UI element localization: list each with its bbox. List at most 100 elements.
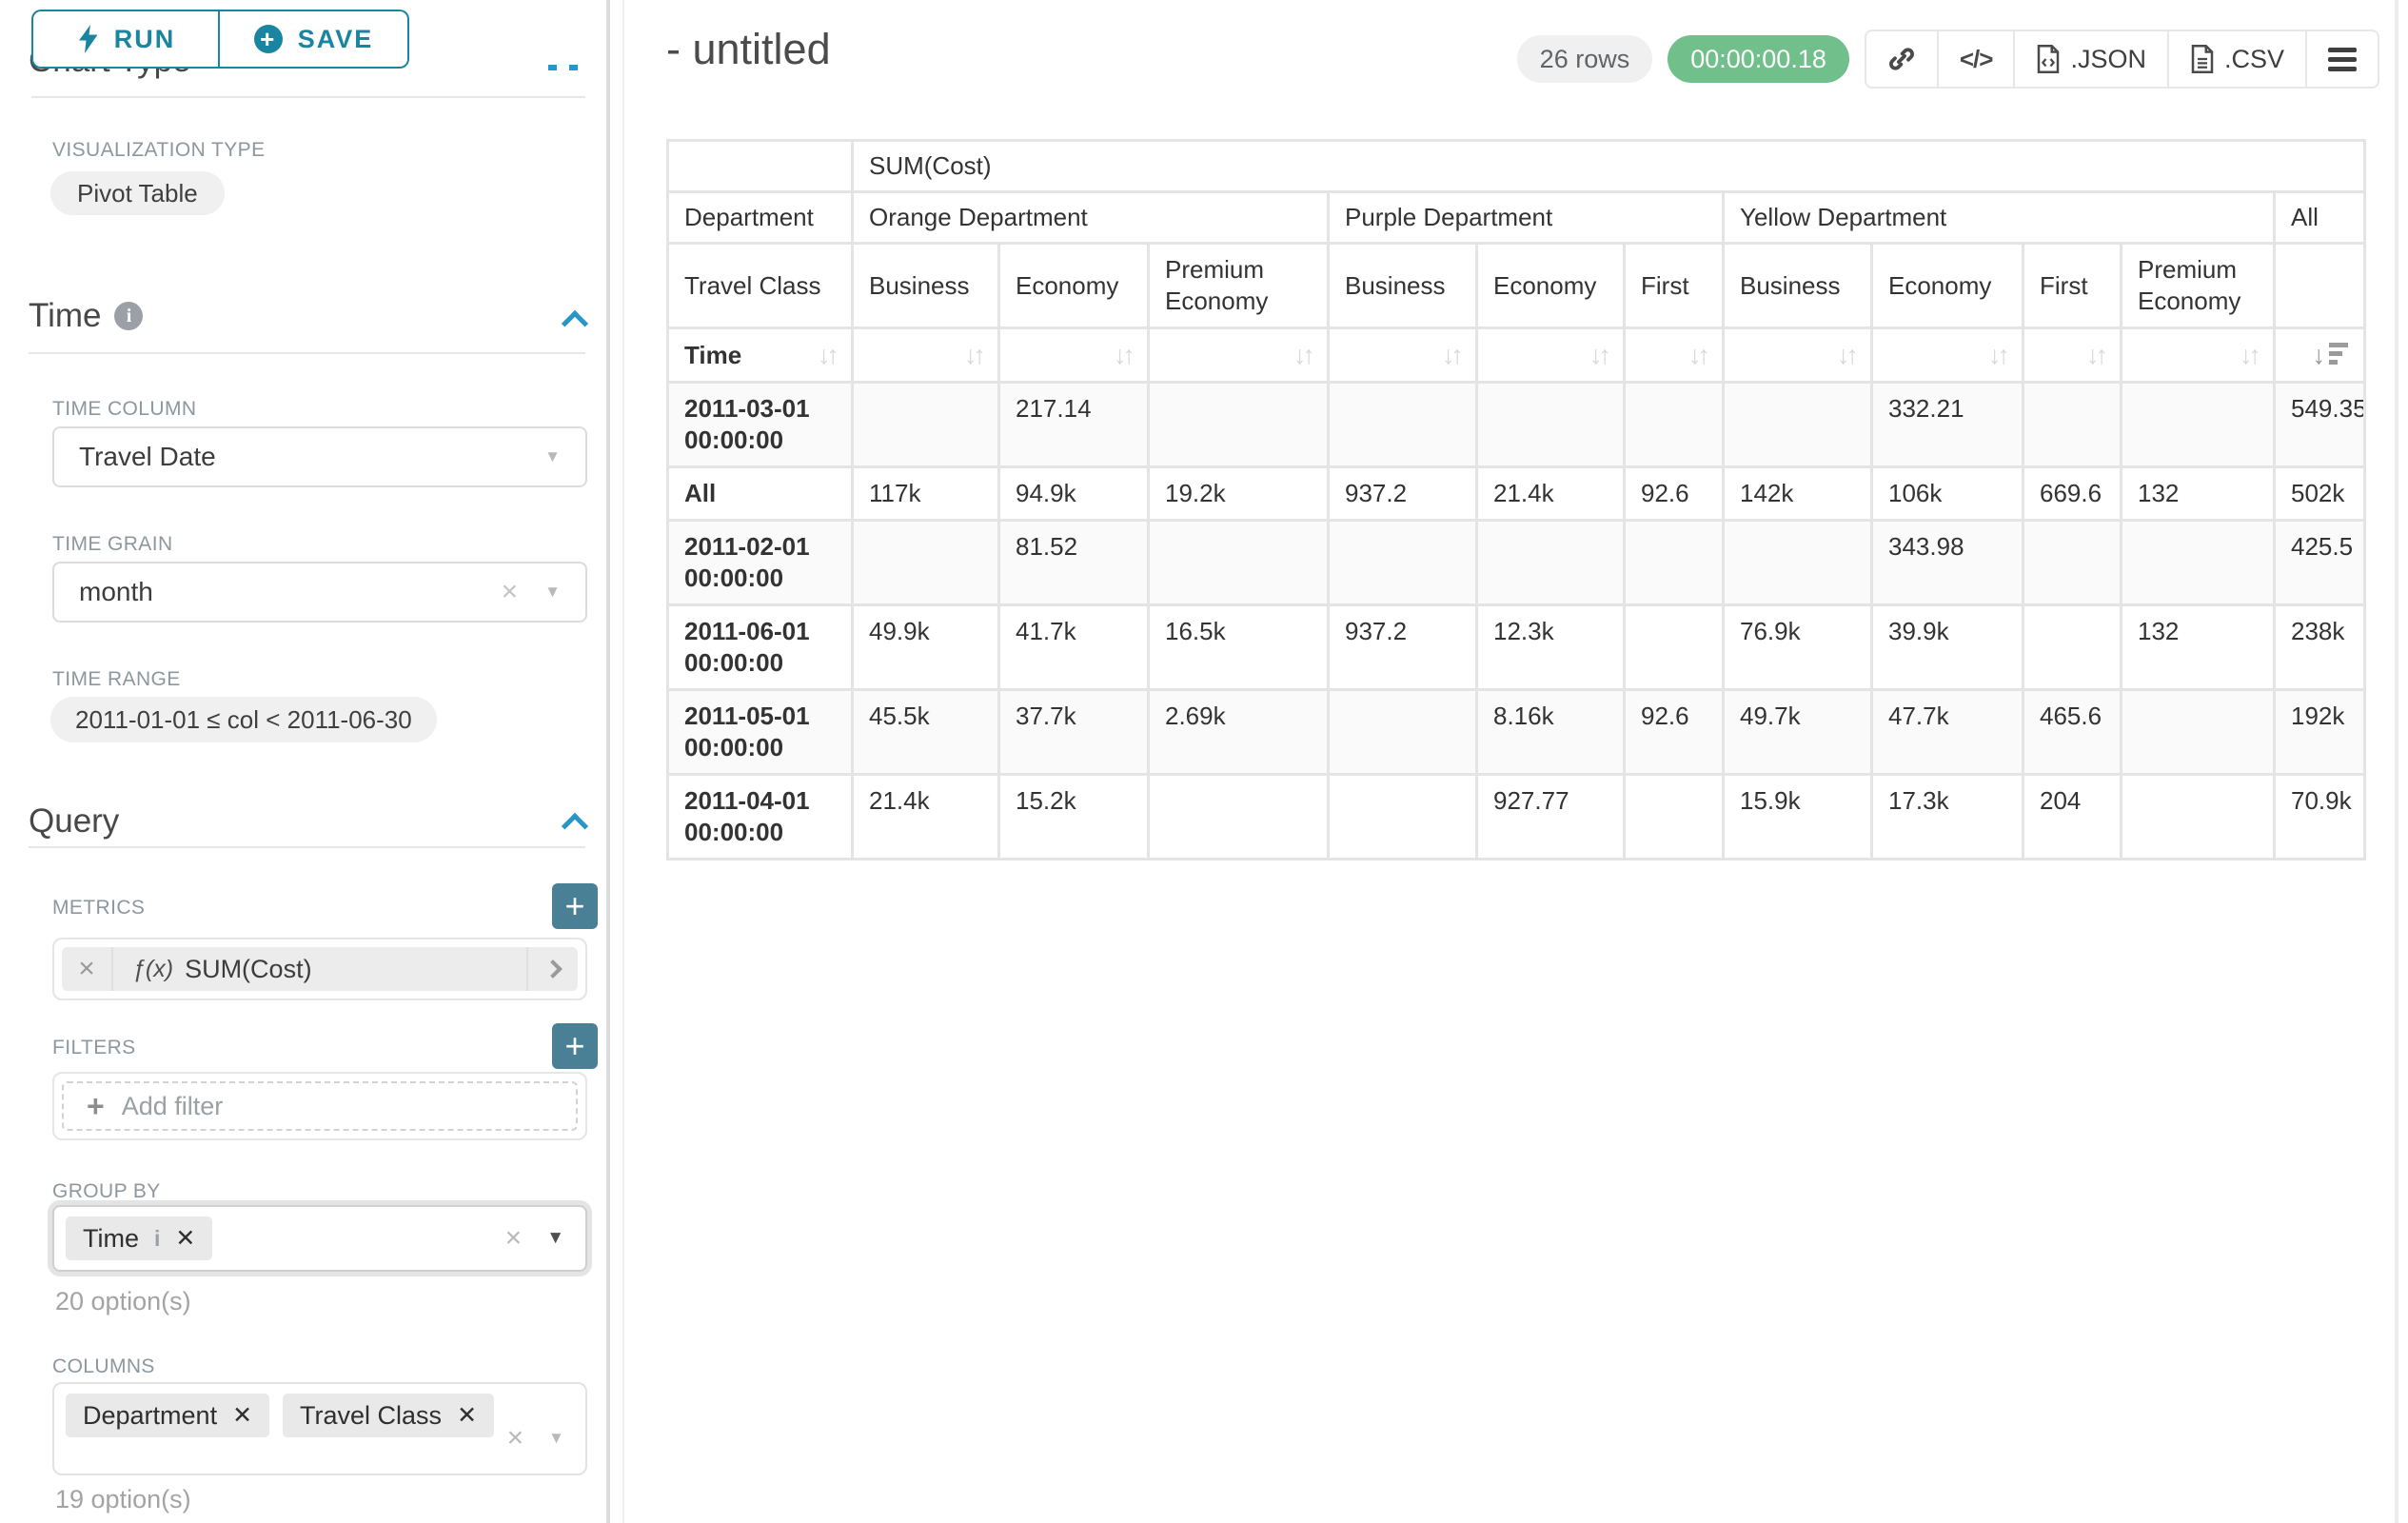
- cell-value: 41.7k: [997, 603, 1150, 691]
- export-json-button[interactable]: .JSON: [2013, 31, 2167, 87]
- csv-button-label: .CSV: [2223, 44, 2284, 73]
- visualization-type-value[interactable]: Pivot Table: [50, 171, 225, 215]
- sort-icon[interactable]: ↓↑: [1837, 340, 1859, 369]
- share-link-button[interactable]: [1866, 31, 1937, 87]
- sort-cell[interactable]: ↓↑: [1623, 326, 1725, 384]
- clear-icon[interactable]: ×: [504, 1222, 523, 1254]
- lightning-icon: [76, 25, 99, 53]
- metric-name: SUM(Cost): [185, 954, 312, 983]
- time-range-value[interactable]: 2011-01-01 ≤ col < 2011-06-30: [50, 697, 437, 742]
- menu-button[interactable]: [2305, 31, 2378, 87]
- chart-title[interactable]: - untitled: [666, 25, 831, 73]
- sort-cell-active[interactable]: ↓: [2272, 326, 2367, 384]
- chevron-down-icon: ▼: [544, 447, 561, 465]
- sort-cell[interactable]: ↓↑: [1722, 326, 1873, 384]
- col-header-economy: Economy: [1475, 242, 1626, 329]
- chart-type-collapse-icon[interactable]: [569, 65, 578, 70]
- sort-cell[interactable]: ↓↑: [851, 326, 1000, 384]
- save-button[interactable]: + SAVE: [219, 10, 409, 69]
- sort-icon[interactable]: ↓↑: [818, 340, 839, 369]
- chart-type-collapse-icon[interactable]: [548, 65, 557, 70]
- group-by-select[interactable]: Time i ✕ × ▼: [52, 1205, 587, 1272]
- time-grain-select[interactable]: month × ▼: [52, 562, 587, 623]
- sort-icon[interactable]: ↓↑: [1688, 340, 1710, 369]
- sort-cell[interactable]: ↓↑: [997, 326, 1150, 384]
- time-grain-label: TIME GRAIN: [52, 533, 173, 555]
- group-by-label: GROUP BY: [52, 1180, 161, 1202]
- chevron-up-icon[interactable]: [561, 812, 589, 841]
- sort-icon[interactable]: ↓↑: [1114, 340, 1135, 369]
- main-scrollbar[interactable]: [2395, 0, 2398, 1523]
- remove-metric-icon[interactable]: ×: [62, 947, 113, 991]
- time-axis-header[interactable]: Time ↓↑: [666, 326, 854, 384]
- filters-label: FILTERS: [52, 1037, 136, 1058]
- columns-select[interactable]: Department ✕ Travel Class ✕ × ▼: [52, 1382, 587, 1475]
- sort-cell[interactable]: ↓↑: [1870, 326, 2024, 384]
- sort-desc-icon[interactable]: ↓: [2313, 342, 2349, 368]
- col-header-first: First: [2022, 242, 2122, 329]
- time-column-select[interactable]: Travel Date ▼: [52, 426, 587, 487]
- remove-tag-icon[interactable]: ✕: [232, 1402, 253, 1429]
- clear-icon[interactable]: ×: [506, 1422, 524, 1454]
- metric-pill[interactable]: × ƒ(x) SUM(Cost): [62, 947, 578, 991]
- col-group-orange-department: Orange Department: [851, 190, 1330, 245]
- cell-value: [1327, 519, 1478, 606]
- sort-icon[interactable]: ↓↑: [1293, 340, 1315, 369]
- sort-icon[interactable]: ↓↑: [964, 340, 986, 369]
- cell-value: 2.69k: [1147, 688, 1330, 776]
- query-section-header[interactable]: Query: [29, 802, 119, 841]
- col-header-premium-economy: Premium Economy: [1147, 242, 1330, 329]
- cell-value: 937.2: [1327, 603, 1478, 691]
- sort-cell[interactable]: ↓↑: [2022, 326, 2122, 384]
- run-button[interactable]: RUN: [31, 10, 219, 69]
- cell-value: [1147, 381, 1330, 468]
- sort-icon[interactable]: ↓↑: [2086, 340, 2108, 369]
- cell-value: [851, 381, 1000, 468]
- time-section-header[interactable]: Time i: [29, 297, 144, 335]
- clear-icon[interactable]: ×: [501, 576, 519, 607]
- cell-value: [2120, 773, 2276, 860]
- plus-circle-icon: +: [253, 25, 283, 53]
- cell-value: 21.4k: [1475, 465, 1626, 522]
- table-row: 2011-03-01 00:00:00 217.14 332.21 549.35: [666, 381, 2367, 468]
- cell-value: [2120, 381, 2276, 468]
- cell-value: [1623, 519, 1725, 606]
- add-filter-button[interactable]: + Add filter: [62, 1081, 578, 1131]
- table-row: 2011-02-01 00:00:00 81.52 343.98 425.5: [666, 519, 2367, 606]
- add-filter-plus-button[interactable]: +: [552, 1023, 598, 1069]
- cell-value: 19.2k: [1147, 465, 1330, 522]
- sort-icon[interactable]: ↓↑: [1442, 340, 1464, 369]
- cell-value: 106k: [1870, 465, 2024, 522]
- export-csv-button[interactable]: .CSV: [2166, 31, 2305, 87]
- time-column-value: Travel Date: [79, 442, 216, 471]
- cell-value: 343.98: [1870, 519, 2024, 606]
- add-filter-label: Add filter: [121, 1091, 224, 1120]
- sort-icon[interactable]: ↓↑: [2240, 340, 2261, 369]
- add-metric-button[interactable]: +: [552, 883, 598, 929]
- table-row: 2011-04-01 00:00:00 21.4k 15.2k 927.77 15.9k…: [666, 773, 2367, 860]
- sort-cell[interactable]: ↓↑: [1147, 326, 1330, 384]
- cell-value: 669.6: [2022, 465, 2122, 522]
- columns-tag-travel-class: Travel Class ✕: [283, 1394, 495, 1437]
- col-header-business: Business: [851, 242, 1000, 329]
- group-by-tag-time: Time i ✕: [66, 1216, 213, 1260]
- expand-metric-icon[interactable]: [526, 947, 578, 991]
- sort-cell[interactable]: ↓↑: [1475, 326, 1626, 384]
- sort-icon[interactable]: ↓↑: [1589, 340, 1611, 369]
- col-header-economy: Economy: [1870, 242, 2024, 329]
- sort-cell[interactable]: ↓↑: [1327, 326, 1478, 384]
- chevron-up-icon[interactable]: [561, 309, 589, 338]
- row-label: 2011-06-01 00:00:00: [666, 603, 854, 691]
- metric-header: SUM(Cost): [850, 139, 2367, 193]
- sort-icon[interactable]: ↓↑: [1988, 340, 2010, 369]
- header-toolbar: 26 rows 00:00:00.18 </> .JSON: [1516, 29, 2379, 89]
- remove-tag-icon[interactable]: ✕: [457, 1402, 478, 1429]
- sidebar-scrollbar[interactable]: [606, 0, 610, 1523]
- export-button-group: </> .JSON .CSV: [1864, 30, 2379, 89]
- col-header-economy: Economy: [997, 242, 1150, 329]
- sort-cell[interactable]: ↓↑: [2120, 326, 2276, 384]
- embed-code-button[interactable]: </>: [1936, 31, 2014, 87]
- info-icon: i: [154, 1225, 161, 1251]
- remove-tag-icon[interactable]: ✕: [175, 1225, 196, 1252]
- filters-box: + Add filter: [52, 1072, 587, 1140]
